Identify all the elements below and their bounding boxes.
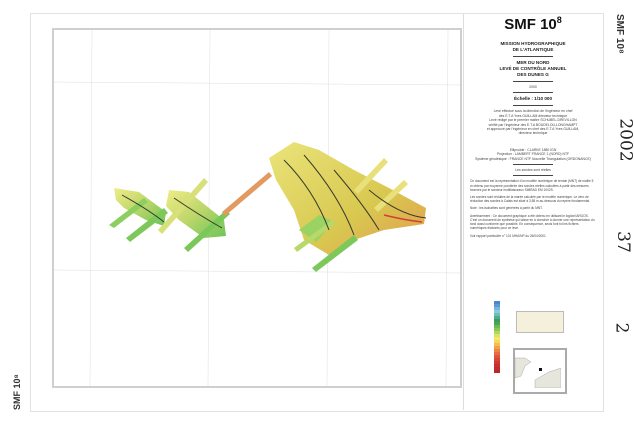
warning-note-box [516,311,564,333]
survey-line: LEVÉ DE CONTRÔLE ANNUEL [499,66,567,71]
geodesy-line: Projection : LAMBERT FRANCE 1 (NORD) NTF [496,152,570,157]
mission-line: DE L'ATLANTIQUE [512,47,554,52]
survey-line: MER DU NORD [516,60,550,65]
side-title: SMF 10⁸ [614,14,625,54]
credit-line: Levé effectué sous la direction de l'ing… [493,109,573,114]
bottom-side-title: SMF 10⁸ [12,374,22,410]
survey-year: 2000 [529,85,537,89]
survey-area-east [269,142,427,272]
mission-line: MISSION HYDROGRAPHIQUE [500,41,566,46]
handwritten-number: 2 [611,322,632,334]
soundings-note: Les sondes sont réelles [515,168,551,173]
location-marker [539,368,542,371]
survey-area-west [109,172,272,252]
depth-color-legend [494,301,500,391]
note-paragraph: Les sondes sont réduites de la marée cal… [470,195,590,204]
credit-line: et approuvé par l'ingénieur en chef des … [486,127,580,132]
credit-line: des E.T.A Yves GUILLAM directeur techniq… [498,113,568,118]
scale: Échelle : 1/10 000 [513,96,553,102]
note-paragraph: Note : les isobathes sont générées à par… [470,206,543,211]
note-paragraph: Avertissement : Ce document graphique a … [470,213,595,231]
handwritten-year: 2002 [615,118,634,162]
handwritten-number: 37 [612,231,633,253]
geodesy-line: Ellipsoïde : CLARKE 1880 IGN [509,147,557,152]
bathymetric-map [52,28,462,388]
title-block: SMF 108 MISSION HYDROGRAPHIQUE DE L'ATLA… [463,13,602,410]
credit-line: Levé rédigé par le premier maître SCHUBE… [489,118,577,123]
location-inset-map [513,348,567,394]
credit-line: vérifié par l'ingénieur des E.T.A BOUDEL… [488,122,578,127]
credit-line: directeur technique [518,131,548,136]
note-paragraph: Voir rapport particulier n° 101 MHA/NP d… [470,233,546,238]
geodesy-line: Système géodésique : FRANCE NTF Nouvelle… [475,156,591,161]
chart-title: SMF 108 [504,15,562,33]
map-graphic [54,30,460,386]
note-paragraph: Ce document est la représentation d'un m… [470,179,594,192]
chart-sheet [30,13,604,412]
survey-line: DES DUNES G [517,72,549,77]
